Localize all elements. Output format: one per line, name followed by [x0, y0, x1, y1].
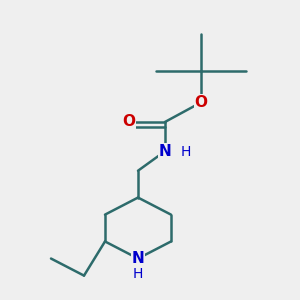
Text: H: H: [181, 146, 191, 159]
Text: N: N: [159, 144, 171, 159]
Text: H: H: [133, 267, 143, 281]
Text: O: O: [194, 95, 208, 110]
Text: N: N: [132, 251, 144, 266]
Text: O: O: [122, 115, 136, 130]
